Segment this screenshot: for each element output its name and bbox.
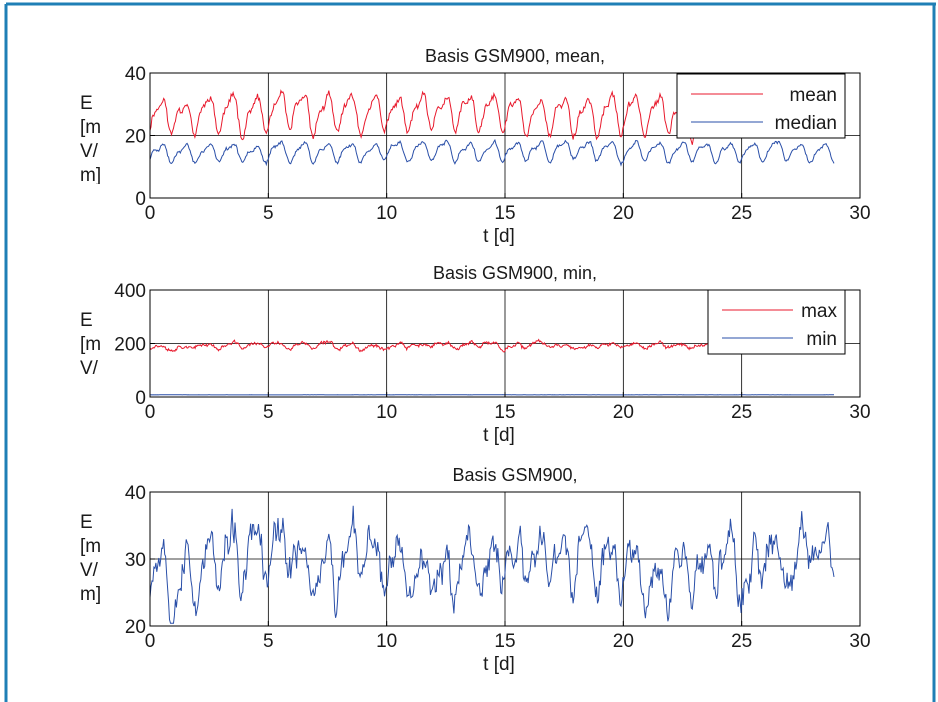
- x-tick-label: 20: [613, 203, 634, 224]
- legend-label: max: [801, 301, 837, 322]
- legend: mean median: [676, 73, 846, 139]
- chart-title: Basis GSM900, mean,: [425, 46, 605, 66]
- y-tick-label: 20: [125, 127, 146, 148]
- legend-box: [707, 289, 846, 355]
- y-axis-label-line: E: [80, 93, 93, 114]
- x-tick-label: 25: [731, 402, 752, 423]
- legend-label: median: [775, 113, 837, 134]
- x-tick-label: 30: [849, 402, 870, 423]
- y-tick-label: 400: [114, 281, 146, 302]
- x-axis-label: t [d]: [483, 425, 515, 446]
- chart-3: 0 5 10 15 20 25 30 20 30 40 Basis GSM900, t [d] E [m V…: [80, 465, 871, 675]
- series-line-max: [149, 338, 714, 353]
- y-axis-label-line: E: [80, 512, 93, 533]
- x-axis-label: t [d]: [483, 654, 515, 675]
- x-tick-label: 0: [145, 402, 156, 423]
- x-tick-label: 15: [494, 631, 515, 652]
- x-tick-label: 25: [731, 631, 752, 652]
- x-tick-label: 5: [263, 203, 274, 224]
- series-line-median: [149, 138, 835, 167]
- chart-title: Basis GSM900,: [452, 465, 577, 485]
- y-axis-label: E [m V/m]: [80, 93, 101, 186]
- x-tick-label: 5: [263, 631, 274, 652]
- chart-title: Basis GSM900, min,: [433, 263, 597, 283]
- x-tick-label: 5: [263, 402, 274, 423]
- x-tick-label: 30: [849, 631, 870, 652]
- y-axis-label-line: E: [80, 310, 93, 331]
- y-axis-label-line: [m: [80, 334, 101, 355]
- legend-label: min: [806, 329, 837, 350]
- chart-2: 0 5 10 15 20 25 30 0 200 400 Basis GSM900, min, t […: [80, 263, 871, 446]
- x-tick-label: 0: [145, 631, 156, 652]
- y-tick-label: 40: [125, 64, 146, 85]
- legend: max min: [707, 289, 846, 355]
- x-tick-label: 10: [376, 402, 397, 423]
- legend-box: [676, 73, 846, 139]
- y-tick-label: 0: [135, 388, 146, 409]
- y-axis-label: E [m V/m]: [80, 310, 101, 403]
- y-axis-label-line: V/: [80, 560, 99, 581]
- x-tick-label: 25: [731, 203, 752, 224]
- y-axis-label-line: [m: [80, 117, 101, 138]
- legend-label: mean: [789, 85, 837, 106]
- x-tick-label: 15: [494, 402, 515, 423]
- y-axis-label-line: m]: [80, 584, 101, 605]
- x-tick-label: 30: [849, 203, 870, 224]
- x-tick-label: 10: [376, 203, 397, 224]
- y-axis-label-line: V/: [80, 358, 99, 379]
- y-tick-label: 30: [125, 550, 146, 571]
- x-tick-label: 15: [494, 203, 515, 224]
- y-axis-label-line: m]: [80, 165, 101, 186]
- x-tick-label: 10: [376, 631, 397, 652]
- series-line-e: [149, 505, 835, 624]
- y-tick-label: 40: [125, 483, 146, 504]
- y-axis-label-line: [m: [80, 536, 101, 557]
- chart-1: 0 5 10 15 20 25 30 0 20 40 Basis GSM900, mean, t [d…: [80, 46, 871, 247]
- y-tick-label: 0: [135, 189, 146, 210]
- y-axis-label-line: m]: [80, 382, 101, 403]
- x-tick-label: 20: [613, 402, 634, 423]
- y-axis-label-line: V/: [80, 141, 99, 162]
- x-axis-label: t [d]: [483, 226, 515, 247]
- y-tick-label: 200: [114, 335, 146, 356]
- x-tick-label: 20: [613, 631, 634, 652]
- y-tick-label: 20: [125, 617, 146, 638]
- y-axis-label: E [m V/m]: [80, 512, 101, 605]
- x-tick-label: 0: [145, 203, 156, 224]
